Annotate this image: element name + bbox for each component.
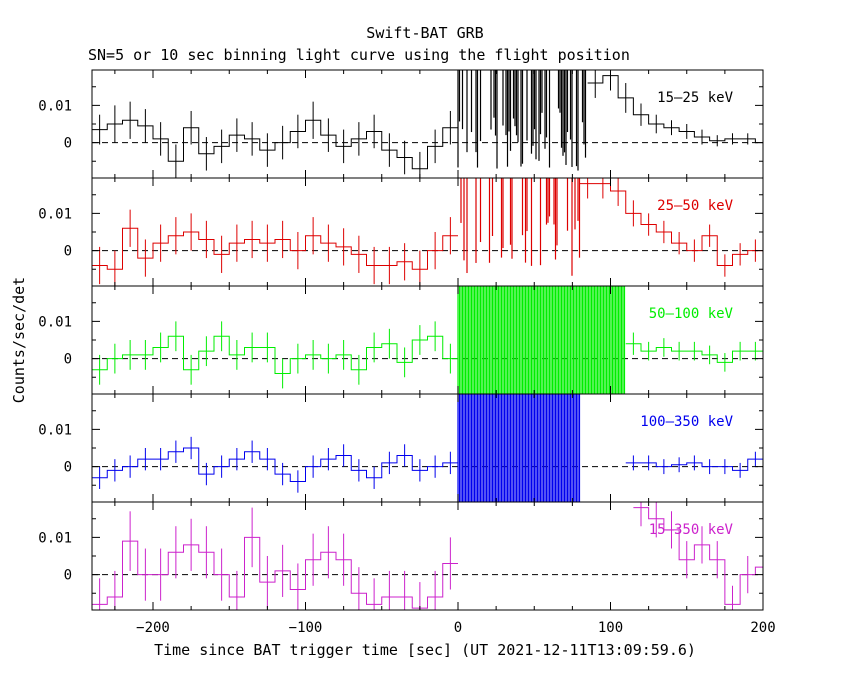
band-label: 100–350 keV — [640, 414, 733, 430]
y-tick-label: 0.01 — [38, 422, 72, 438]
x-axis-label: Time since BAT trigger time [sec] (UT 20… — [154, 641, 696, 659]
y-tick-label: 0 — [64, 460, 72, 476]
panel-4: 0 0.01 100–350 keV — [38, 393, 764, 503]
y-tick-label: 0.01 — [38, 98, 72, 114]
panel-5: 0 0.01 15–350 keV — [38, 501, 764, 611]
x-tick-label: −100 — [289, 620, 323, 636]
panel-1: 0 0.01 15–25 keV — [38, 69, 764, 179]
step-line — [92, 335, 458, 375]
x-tick-label: 0 — [454, 620, 462, 636]
series-1 — [92, 70, 763, 178]
step-line — [92, 536, 458, 609]
y-tick-label: 0.01 — [38, 530, 72, 546]
y-tick-label: 0 — [64, 136, 72, 152]
step-line — [580, 183, 763, 267]
panel-3: 0 0.01 50–100 keV — [38, 285, 764, 395]
y-axis-label: Counts/sec/det — [10, 277, 28, 403]
y-tick-label: 0 — [64, 244, 72, 260]
y-tick-label: 0 — [64, 352, 72, 368]
step-line — [92, 447, 458, 483]
y-tick-label: 0.01 — [38, 314, 72, 330]
series-2 — [92, 178, 763, 286]
x-tick-label: 100 — [598, 620, 623, 636]
band-label: 15–350 keV — [649, 522, 734, 538]
band-label: 15–25 keV — [657, 90, 733, 106]
series-4 — [92, 394, 763, 502]
x-tick-label: 200 — [750, 620, 775, 636]
panel-2: 0 0.01 25–50 keV — [38, 177, 764, 287]
y-tick-label: 0.01 — [38, 206, 72, 222]
series-3 — [92, 286, 763, 394]
y-tick-label: 0 — [64, 568, 72, 584]
band-label: 50–100 keV — [649, 306, 734, 322]
series-5 — [92, 502, 763, 610]
x-tick-label: −200 — [136, 620, 170, 636]
step-line — [587, 75, 763, 144]
step-line — [92, 119, 458, 170]
panels-group: 0 0.01 15–25 keV 0 0.01 25–50 keV 0 0.01 50–100 … — [38, 69, 776, 636]
step-line — [92, 227, 458, 270]
chart-title: Swift-BAT GRB — [366, 24, 483, 42]
chart-subtitle: SN=5 or 10 sec binning light curve using… — [88, 46, 630, 64]
panel-frame — [91, 501, 764, 611]
band-label: 25–50 keV — [657, 198, 733, 214]
